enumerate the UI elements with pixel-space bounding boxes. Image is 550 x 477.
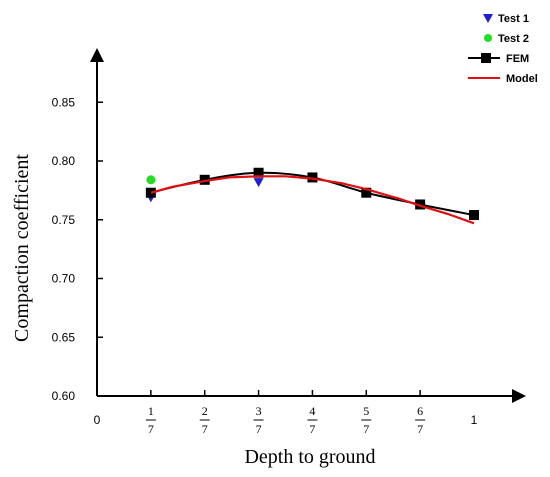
- x-tick-numerator: 6: [417, 404, 423, 418]
- fem-marker: [415, 199, 426, 210]
- y-axis-title: Compaction coefficient: [11, 154, 33, 342]
- legend-item-test-1: Test 1: [483, 13, 529, 25]
- y-tick-label: 0.80: [52, 154, 76, 168]
- legend-label: Test 2: [498, 33, 529, 45]
- legend-swatch: [484, 34, 492, 42]
- test2-marker: [146, 175, 156, 185]
- fem-marker: [307, 172, 318, 183]
- legend-label: Model: [506, 73, 538, 85]
- axes: [90, 48, 526, 403]
- legend-label: Test 1: [498, 13, 529, 25]
- model-curve: [150, 175, 475, 225]
- series-model: [150, 175, 475, 225]
- test1-marker: [253, 178, 264, 188]
- legend-item-test-2: Test 2: [484, 33, 529, 45]
- legend: Test 1 Test 2 FEM Model: [468, 13, 538, 85]
- x-tick-numerator: 4: [309, 404, 315, 418]
- x-tick-denominator: 7: [148, 422, 154, 436]
- y-axis-arrow: [90, 48, 104, 62]
- fem-marker: [253, 167, 264, 178]
- x-tick-numerator: 3: [256, 404, 262, 418]
- legend-swatch: [483, 14, 493, 23]
- x-tick-denominator: 7: [363, 422, 369, 436]
- y-tick-label: 0.70: [52, 272, 76, 286]
- y-tick-label: 0.75: [52, 213, 76, 227]
- fem-marker: [199, 174, 210, 185]
- y-tick-label: 0.60: [52, 389, 76, 403]
- ticks: 0.60 0.65 0.70 0.75 0.80 0.85 0 1 7 2 7 3 7 4 7 5 7 6 7 1: [52, 95, 478, 436]
- x-tick-numerator: 1: [148, 404, 154, 418]
- series-fem: [145, 167, 479, 221]
- legend-item-fem: FEM: [468, 53, 529, 65]
- x-axis-arrow: [512, 389, 526, 403]
- fem-marker: [145, 187, 156, 198]
- x-tick-denominator: 7: [417, 422, 423, 436]
- legend-item-model: Model: [468, 73, 538, 85]
- x-tick-label: 0: [94, 413, 101, 427]
- legend-label: FEM: [506, 53, 529, 65]
- fem-marker: [469, 210, 479, 221]
- series: [145, 167, 479, 225]
- x-tick-denominator: 7: [202, 422, 208, 436]
- series-test-2: [146, 175, 156, 185]
- x-axis-title: Depth to ground: [244, 446, 375, 468]
- x-tick-numerator: 5: [363, 404, 369, 418]
- y-tick-label: 0.65: [52, 330, 76, 344]
- x-tick-denominator: 7: [256, 422, 262, 436]
- y-tick-label: 0.85: [52, 95, 76, 109]
- x-tick-label: 1: [471, 413, 478, 427]
- legend-swatch: [481, 53, 491, 63]
- fem-marker: [361, 187, 372, 198]
- x-tick-denominator: 7: [309, 422, 315, 436]
- x-tick-numerator: 2: [202, 404, 208, 418]
